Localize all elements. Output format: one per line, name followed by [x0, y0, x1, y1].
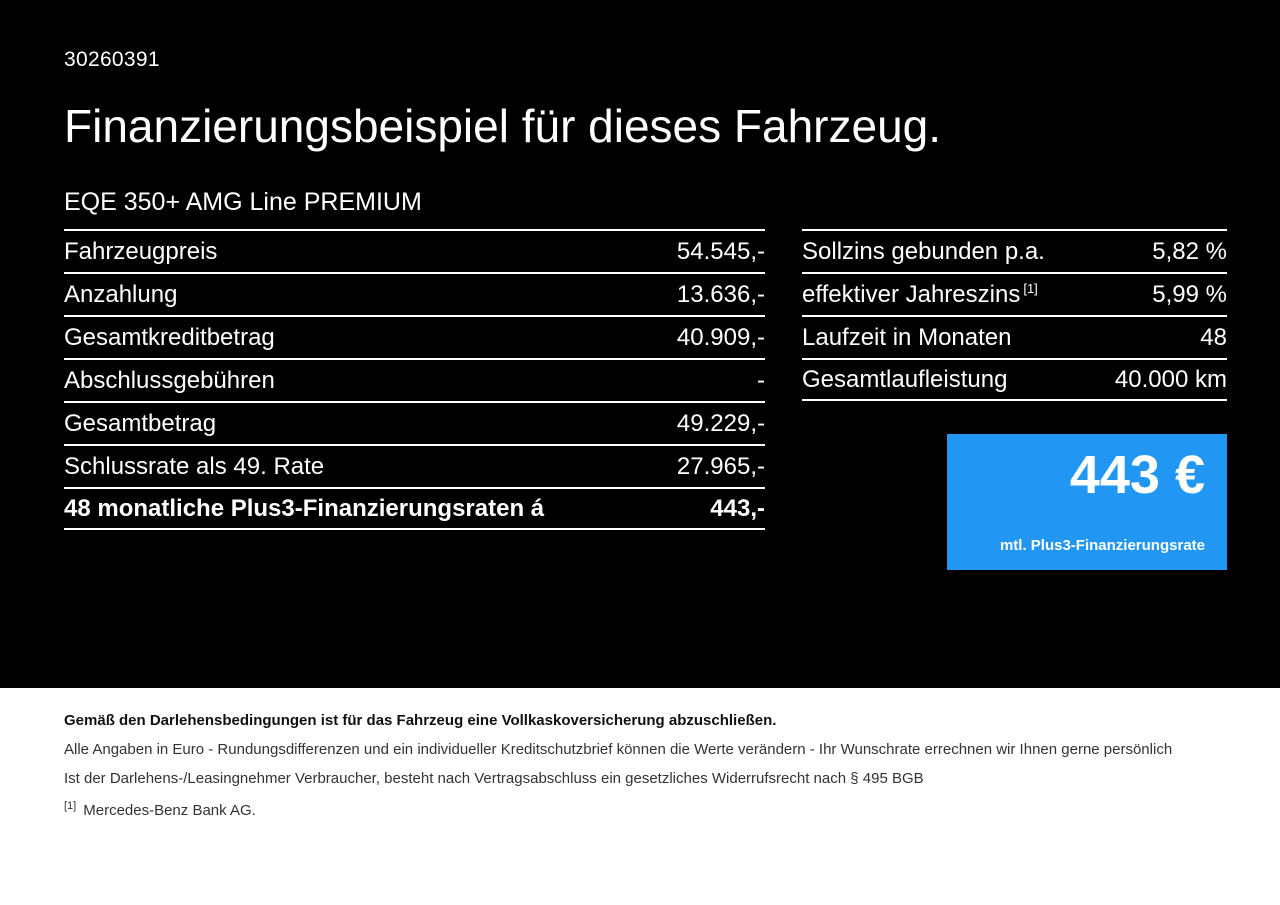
- page-title: Finanzierungsbeispiel für dieses Fahrzeu…: [64, 100, 942, 152]
- row-label: Schlussrate als 49. Rate: [64, 452, 325, 480]
- row-value: 443,-: [710, 494, 765, 522]
- right-column: Sollzins gebunden p.a. 5,82 % effektiver…: [802, 229, 1227, 571]
- row-value: 5,99 %: [1152, 280, 1227, 308]
- row-label: Anzahlung: [64, 280, 178, 308]
- monthly-rate-amount: 443 €: [1069, 445, 1205, 506]
- footnote-marker: [1]: [64, 800, 77, 812]
- row-label: Gesamtbetrag: [64, 409, 217, 437]
- footer: Gemäß den Darlehensbedingungen ist für d…: [0, 688, 1280, 905]
- row-value: 40.909,-: [676, 323, 765, 351]
- row-value: -: [757, 366, 765, 394]
- table-row-effective-interest: effektiver Jahreszins [1] 5,99 %: [802, 272, 1227, 315]
- footnote: [1] Mercedes-Benz Bank AG.: [64, 800, 1216, 820]
- row-label: 48 monatliche Plus3-Finanzierungsraten á: [64, 494, 545, 522]
- price-box: 443 € mtl. Plus3-Finanzierungsrate: [947, 434, 1227, 571]
- row-value: 27.965,-: [676, 452, 765, 480]
- row-label: effektiver Jahreszins [1]: [802, 281, 1038, 309]
- footnote-marker: [1]: [1023, 280, 1038, 296]
- content-area: 30260391 Finanzierungsbeispiel für diese…: [64, 48, 1228, 571]
- row-label: Fahrzeugpreis: [64, 237, 218, 265]
- finance-table-right: Sollzins gebunden p.a. 5,82 % effektiver…: [802, 229, 1227, 402]
- disclaimer-line-2: Ist der Darlehens-/Leasingnehmer Verbrau…: [64, 770, 924, 787]
- row-label-text: effektiver Jahreszins: [802, 280, 1021, 308]
- row-value: 49.229,-: [676, 409, 765, 437]
- table-row-monthly-rates: 48 monatliche Plus3-Finanzierungsraten á…: [64, 487, 765, 531]
- monthly-rate-caption: mtl. Plus3-Finanzierungsrate: [999, 537, 1205, 555]
- row-value: 48: [1200, 323, 1227, 351]
- document-id: 30260391: [64, 48, 160, 71]
- row-value: 40.000 km: [1114, 365, 1227, 393]
- row-value: 54.545,-: [676, 237, 765, 265]
- row-label: Abschlussgebühren: [64, 366, 275, 394]
- table-row-total-amount: Gesamtbetrag 49.229,-: [64, 401, 765, 444]
- table-row-down-payment: Anzahlung 13.636,-: [64, 272, 765, 315]
- table-row-closing-fees: Abschlussgebühren -: [64, 358, 765, 401]
- row-value: 13.636,-: [676, 280, 765, 308]
- finance-tables: Fahrzeugpreis 54.545,- Anzahlung 13.636,…: [64, 229, 1228, 571]
- vehicle-name: EQE 350+ AMG Line PREMIUM: [64, 188, 422, 217]
- row-value: 5,82 %: [1152, 237, 1227, 265]
- table-row-final-rate: Schlussrate als 49. Rate 27.965,-: [64, 444, 765, 487]
- insurance-note: Gemäß den Darlehensbedingungen ist für d…: [64, 712, 777, 729]
- table-row-vehicle-price: Fahrzeugpreis 54.545,-: [64, 229, 765, 272]
- footnote-text: Mercedes-Benz Bank AG.: [83, 802, 256, 819]
- row-label: Gesamtkreditbetrag: [64, 323, 275, 351]
- table-row-total-mileage: Gesamtlaufleistung 40.000 km: [802, 358, 1227, 402]
- finance-table-left: Fahrzeugpreis 54.545,- Anzahlung 13.636,…: [64, 229, 765, 531]
- row-label: Laufzeit in Monaten: [802, 323, 1012, 351]
- row-label: Sollzins gebunden p.a.: [802, 237, 1045, 265]
- table-row-term-months: Laufzeit in Monaten 48: [802, 315, 1227, 358]
- table-row-nominal-interest: Sollzins gebunden p.a. 5,82 %: [802, 229, 1227, 272]
- disclaimer-line-1: Alle Angaben in Euro - Rundungsdifferenz…: [64, 741, 1173, 758]
- row-label: Gesamtlaufleistung: [802, 365, 1008, 393]
- table-row-total-credit: Gesamtkreditbetrag 40.909,-: [64, 315, 765, 358]
